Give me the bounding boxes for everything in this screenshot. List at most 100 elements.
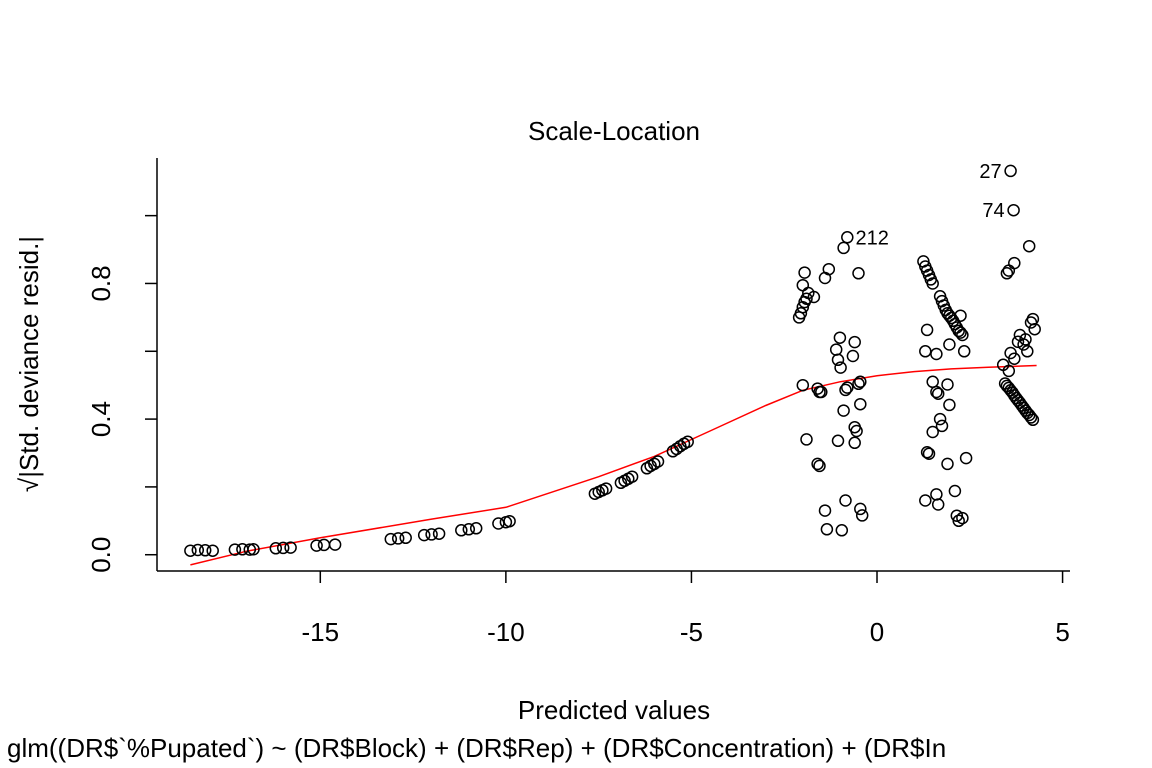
data-point: [930, 347, 943, 361]
y-tick-label: 0.0: [86, 537, 116, 573]
data-point: [841, 231, 854, 244]
data-point: [959, 451, 973, 465]
data-point: [954, 326, 967, 339]
data-point: [247, 543, 260, 556]
data-point: [328, 538, 342, 551]
data-point: [462, 523, 476, 536]
data-point: [941, 457, 954, 471]
data-point: [822, 262, 836, 276]
data-point: [831, 353, 845, 367]
x-tick-label: -5: [680, 617, 703, 647]
data-point: [1019, 333, 1032, 346]
data-point: [1028, 322, 1041, 336]
data-point: [503, 514, 516, 528]
point-annotation-label: 27: [979, 161, 1001, 183]
data-point: [432, 527, 446, 540]
data-point: [1008, 256, 1021, 270]
data-point: [834, 361, 847, 374]
data-point: [651, 455, 665, 468]
data-point: [310, 539, 323, 552]
data-point: [1022, 239, 1036, 253]
data-point: [839, 494, 852, 507]
data-point: [198, 544, 212, 557]
x-tick-label: -10: [487, 617, 525, 647]
data-point: [931, 387, 945, 400]
data-point: [943, 398, 956, 412]
data-point: [952, 324, 965, 338]
point-annotations: 27 74 212: [855, 161, 1004, 249]
data-point: [948, 484, 962, 498]
chart-title: Scale-Location: [528, 116, 700, 146]
data-point: [820, 523, 834, 536]
data-point: [1024, 411, 1038, 424]
x-tick-label: 5: [1055, 617, 1069, 647]
data-point: [1011, 335, 1025, 349]
data-point: [926, 277, 939, 290]
data-point: [854, 397, 867, 411]
point-annotation-label: 74: [982, 200, 1004, 222]
data-point: [815, 385, 828, 399]
data-point: [956, 328, 969, 342]
data-point: [920, 446, 934, 459]
data-point: [954, 309, 967, 322]
data-point: [228, 543, 242, 556]
data-point: [276, 541, 290, 555]
data-point: [922, 447, 936, 460]
data-point: [919, 494, 932, 507]
data-point: [835, 524, 849, 537]
data-point: [811, 457, 824, 471]
data-point: [1021, 345, 1034, 358]
data-point: [1002, 364, 1016, 378]
axes: [156, 158, 1070, 572]
data-point: [813, 459, 826, 473]
smooth-line: [190, 364, 1037, 566]
data-point: [798, 266, 811, 279]
data-point: [944, 311, 958, 325]
point-annotation-label: 212: [855, 227, 888, 249]
data-point: [625, 470, 639, 483]
x-tick-label: 0: [870, 617, 884, 647]
data-point: [920, 323, 934, 337]
data-points: [184, 164, 1041, 557]
data-point: [417, 528, 431, 542]
data-point: [800, 433, 813, 446]
data-point: [926, 425, 939, 439]
data-point: [425, 528, 438, 541]
data-point: [956, 511, 969, 525]
data-point: [818, 504, 832, 517]
data-point: [833, 331, 847, 344]
data-point: [1004, 164, 1017, 178]
data-point: [841, 381, 854, 394]
data-point: [206, 544, 219, 557]
data-point: [931, 498, 945, 511]
data-point: [846, 349, 860, 363]
data-point: [854, 375, 867, 389]
data-point: [796, 278, 810, 292]
data-point: [469, 522, 483, 535]
data-point: [455, 524, 468, 537]
data-point: [935, 419, 949, 433]
data-point: [933, 412, 947, 426]
data-point: [855, 509, 869, 522]
data-point: [852, 377, 865, 391]
data-point: [184, 544, 197, 557]
x-ticks: -15 -10 -5 0 5: [302, 571, 1070, 647]
data-point: [191, 543, 205, 557]
data-point: [794, 307, 808, 320]
y-ticks: 0.0 0.4 0.8: [86, 214, 157, 573]
data-point: [852, 267, 865, 280]
data-point: [941, 378, 954, 391]
data-point: [837, 404, 850, 417]
data-point: [807, 290, 821, 304]
y-tick-label: 0.4: [86, 401, 116, 437]
data-point: [848, 335, 861, 349]
data-point: [269, 542, 283, 555]
data-point: [831, 434, 845, 448]
data-point: [1026, 413, 1040, 427]
data-point: [1000, 267, 1014, 280]
data-point: [1008, 352, 1021, 365]
data-point: [839, 383, 852, 397]
data-point: [399, 531, 412, 545]
